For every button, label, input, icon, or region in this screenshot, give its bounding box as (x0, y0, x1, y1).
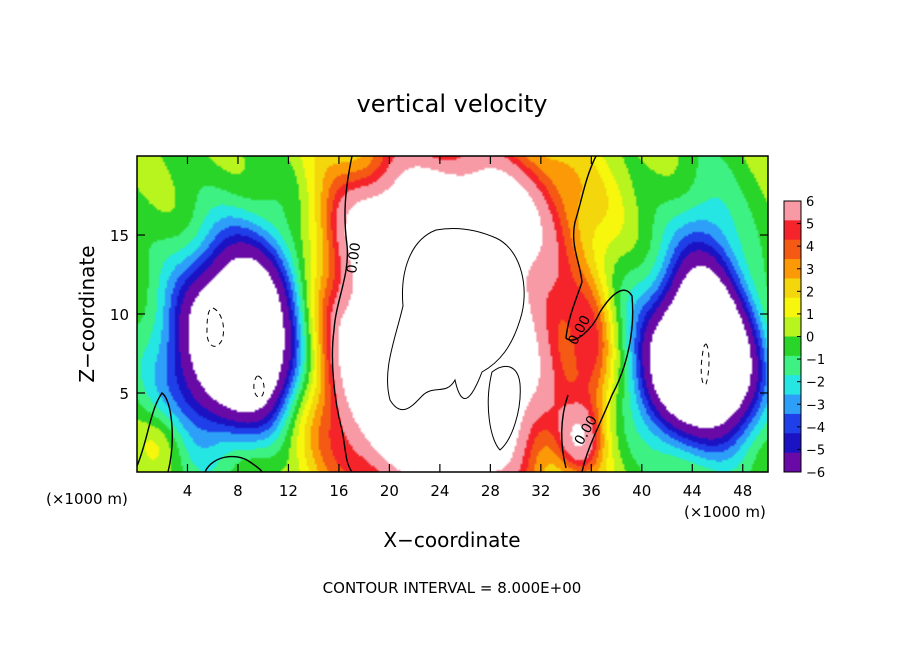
dashed-contour-right (700, 343, 710, 386)
colorbar-tick-label: 5 (806, 218, 814, 233)
colorbar-tick-label: −5 (806, 443, 825, 458)
x-axis-label: X−coordinate (383, 528, 520, 552)
y-axis-ticks: 5 10 15 (110, 227, 768, 403)
colorbar-swatch (784, 259, 801, 279)
x-tick-label: 16 (329, 482, 348, 500)
zero-contour-left (331, 156, 353, 472)
colorbar-swatch (784, 336, 801, 357)
zero-contour-center (565, 156, 634, 472)
colorbar-swatch (784, 355, 801, 376)
x-tick-label: 4 (183, 482, 193, 500)
colorbar-swatch (784, 375, 801, 396)
inner-contour-updraft (387, 227, 525, 411)
colorbar-swatch (784, 201, 801, 221)
colorbar-swatch (784, 220, 801, 241)
colorbar-tick-label: 6 (806, 195, 814, 210)
colorbar-tick-label: −2 (806, 376, 825, 391)
x-tick-label: 48 (733, 482, 752, 500)
x-tick-label: 20 (380, 482, 399, 500)
x-axis-ticks: 4 8 12 16 20 24 28 32 36 40 44 48 (183, 156, 752, 500)
x-tick-label: 36 (582, 482, 601, 500)
contour-label-left: 0.00 (344, 241, 364, 274)
colorbar-swatch (784, 297, 801, 318)
colorbar-tick-label: 1 (806, 308, 814, 323)
velocity-field-heatmap (137, 156, 768, 472)
x-tick-label: 32 (531, 482, 550, 500)
colorbar-tick-label: −4 (806, 421, 825, 436)
y-tick-label: 10 (110, 306, 129, 324)
x-tick-label: 24 (430, 482, 449, 500)
colorbar-swatch (784, 433, 801, 454)
colorbar-tick-label: −1 (806, 353, 825, 368)
plot-area (137, 156, 768, 472)
x-unit-left: (×1000 m) (46, 490, 128, 508)
zero-contour-bottom-left (137, 392, 173, 472)
colorbar-swatch (784, 317, 801, 337)
x-tick-label: 12 (279, 482, 298, 500)
chart-title: vertical velocity (357, 90, 548, 118)
colorbar-swatch (784, 278, 801, 299)
colorbar-tick-label: 3 (806, 263, 814, 278)
x-tick-label: 28 (481, 482, 500, 500)
x-tick-label: 40 (632, 482, 651, 500)
colorbar: 6 5 4 3 2 1 0 −1 −2 −3 −4 −5 −6 (783, 195, 825, 481)
colorbar-tick-label: 0 (806, 331, 814, 346)
colorbar-tick-label: −3 (806, 398, 825, 413)
colorbar-swatch (784, 413, 801, 434)
colorbar-swatch (784, 452, 801, 473)
x-unit-right: (×1000 m) (684, 503, 766, 521)
y-tick-label: 15 (110, 227, 129, 245)
inner-contour-lower-updraft (487, 365, 521, 451)
colorbar-swatch (784, 239, 801, 260)
y-tick-label: 5 (119, 385, 129, 403)
x-tick-label: 8 (233, 482, 243, 500)
colorbar-tick-label: 4 (806, 240, 814, 255)
contour-interval-note: CONTOUR INTERVAL = 8.000E+00 (323, 579, 582, 597)
dashed-contour-left-small (253, 375, 265, 398)
colorbar-tick-label: 2 (806, 285, 814, 300)
x-tick-label: 44 (683, 482, 702, 500)
zero-contour-right-small (561, 394, 569, 469)
y-axis-label: Z−coordinate (75, 245, 99, 382)
contour-lines (137, 156, 710, 472)
colorbar-swatch (784, 394, 801, 415)
colorbar-tick-label: −6 (806, 466, 825, 481)
dashed-contour-left (206, 307, 225, 347)
